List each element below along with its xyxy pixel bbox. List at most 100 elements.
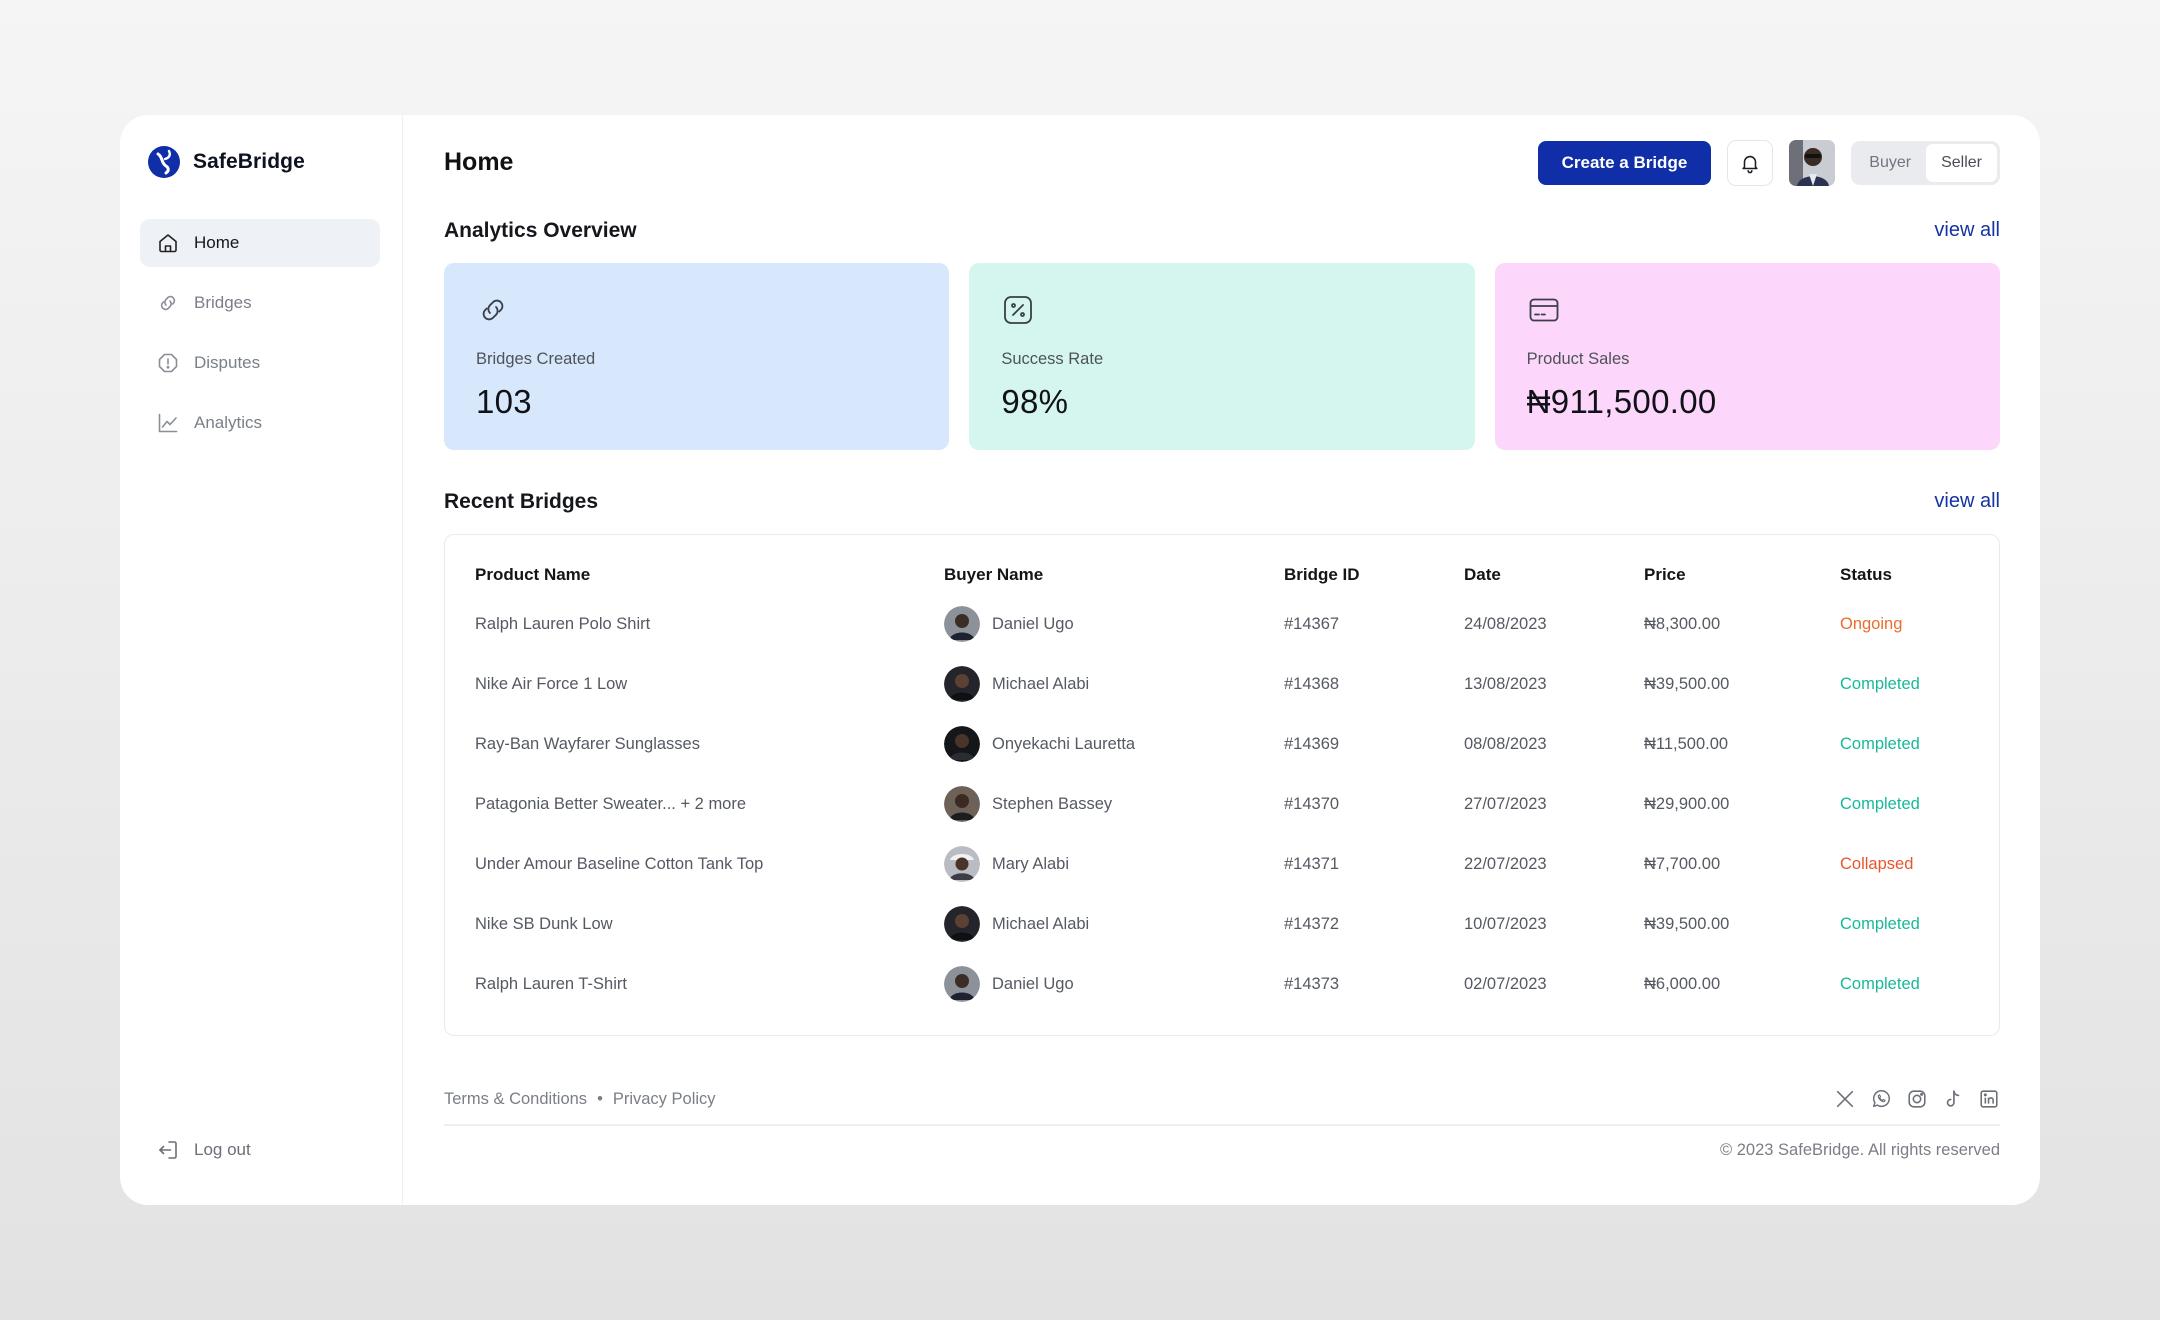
column-header: Date	[1464, 565, 1501, 584]
table-row[interactable]: Under Amour Baseline Cotton Tank Top Mar…	[475, 834, 1970, 894]
product-name: Nike Air Force 1 Low	[475, 674, 628, 693]
bridge-date: 10/07/2023	[1464, 914, 1547, 933]
bridge-price: ₦8,300.00	[1644, 614, 1721, 633]
footer-divider	[444, 1124, 2000, 1126]
table-row[interactable]: Patagonia Better Sweater... + 2 more Ste…	[475, 774, 1970, 834]
table-row[interactable]: Ralph Lauren T-Shirt Daniel Ugo #14373 0…	[475, 954, 1970, 1014]
buyer-cell: Stephen Bassey	[944, 774, 1284, 834]
sidebar-item-label: Analytics	[194, 413, 263, 432]
page-title: Home	[444, 148, 514, 176]
role-option-seller[interactable]: Seller	[1926, 144, 1997, 182]
footer-links: Terms & Conditions • Privacy Policy	[444, 1090, 716, 1109]
x-icon[interactable]	[1834, 1088, 1856, 1110]
bridge-price: ₦7,700.00	[1644, 854, 1721, 873]
buyer-cell: Onyekachi Lauretta	[944, 714, 1284, 774]
privacy-link[interactable]: Privacy Policy	[612, 1090, 716, 1108]
chart-icon	[158, 413, 178, 433]
buyer-avatar	[944, 726, 980, 762]
safebridge-logo-icon	[148, 146, 180, 178]
copyright-text: © 2023 SafeBridge. All rights reserved	[1720, 1141, 2000, 1159]
bridge-date: 02/07/2023	[1464, 974, 1547, 993]
bridge-date: 24/08/2023	[1464, 614, 1547, 633]
buyer-name: Daniel Ugo	[992, 614, 1074, 633]
bridge-price: ₦11,500.00	[1644, 734, 1729, 753]
stat-card-product-sales[interactable]: Product Sales ₦911,500.00	[1494, 263, 2000, 450]
status-badge: Completed	[1840, 914, 1920, 933]
app-window: SafeBridge Home Bridges	[120, 115, 2040, 1205]
notifications-button[interactable]	[1727, 140, 1774, 186]
role-option-buyer[interactable]: Buyer	[1869, 154, 1912, 171]
table-row[interactable]: Ralph Lauren Polo Shirt Daniel Ugo #1436…	[475, 594, 1970, 654]
sidebar-item-label: Bridges	[194, 293, 252, 312]
sidebar-item-bridges[interactable]: Bridges	[140, 279, 380, 327]
table-row[interactable]: Nike Air Force 1 Low Michael Alabi #1436…	[475, 654, 1970, 714]
bridge-date: 08/08/2023	[1464, 734, 1547, 753]
bridge-id: #14371	[1284, 854, 1340, 873]
bridge-price: ₦6,000.00	[1644, 974, 1721, 993]
buyer-name: Michael Alabi	[992, 914, 1090, 933]
bridge-id: #14373	[1284, 974, 1340, 993]
terms-link[interactable]: Terms & Conditions	[444, 1090, 588, 1108]
bridge-date: 27/07/2023	[1464, 794, 1547, 813]
buyer-avatar	[944, 786, 980, 822]
sidebar-item-home[interactable]: Home	[140, 219, 380, 267]
sidebar-item-analytics[interactable]: Analytics	[140, 399, 380, 447]
status-badge: Collapsed	[1840, 854, 1914, 873]
column-header: Status	[1840, 565, 1892, 584]
recent-bridges-view-all-link[interactable]: view all	[1934, 490, 2000, 512]
bell-icon	[1742, 155, 1758, 174]
buyer-name: Daniel Ugo	[992, 974, 1074, 993]
profile-avatar[interactable]	[1789, 140, 1836, 186]
buyer-name: Onyekachi Lauretta	[992, 734, 1136, 753]
sidebar-item-disputes[interactable]: Disputes	[140, 339, 380, 387]
credit-card-icon	[1529, 298, 1559, 322]
bridge-date: 22/07/2023	[1464, 854, 1547, 873]
bridge-id: #14372	[1284, 914, 1340, 933]
buyer-cell: Michael Alabi	[944, 654, 1284, 714]
status-badge: Completed	[1840, 734, 1920, 753]
create-bridge-button[interactable]: Create a Bridge	[1537, 141, 1712, 185]
analytics-view-all-link[interactable]: view all	[1934, 219, 2000, 241]
bridge-price: ₦39,500.00	[1644, 674, 1730, 693]
stat-value: 103	[476, 383, 532, 420]
stat-label: Product Sales	[1526, 350, 1630, 368]
bridge-price: ₦39,500.00	[1644, 914, 1730, 933]
product-name: Ralph Lauren Polo Shirt	[475, 614, 651, 633]
linkedin-icon[interactable]	[1978, 1088, 2000, 1110]
column-header: Price	[1644, 565, 1686, 584]
instagram-icon[interactable]	[1906, 1088, 1928, 1110]
buyer-avatar	[944, 966, 980, 1002]
status-badge: Ongoing	[1840, 614, 1903, 633]
brand-name: SafeBridge	[193, 150, 305, 173]
product-name: Under Amour Baseline Cotton Tank Top	[475, 854, 764, 873]
link-icon	[482, 299, 504, 321]
buyer-cell: Mary Alabi	[944, 834, 1284, 894]
table-row[interactable]: Ray-Ban Wayfarer Sunglasses Onyekachi La…	[475, 714, 1970, 774]
whatsapp-icon[interactable]	[1870, 1088, 1892, 1110]
table-row[interactable]: Nike SB Dunk Low Michael Alabi #14372 10…	[475, 894, 1970, 954]
sidebar-item-label: Disputes	[194, 353, 261, 372]
buyer-cell: Daniel Ugo	[944, 954, 1284, 1014]
column-header: Product Name	[475, 565, 591, 584]
stat-card-success-rate[interactable]: Success Rate 98%	[969, 263, 1475, 450]
logout-label: Log out	[194, 1140, 251, 1159]
stat-value: 98%	[1001, 383, 1069, 420]
buyer-name: Mary Alabi	[992, 854, 1070, 873]
stat-card-bridges-created[interactable]: Bridges Created 103	[444, 263, 950, 450]
column-header: Bridge ID	[1284, 565, 1360, 584]
role-toggle[interactable]: Buyer Seller	[1851, 141, 2000, 185]
recent-bridges-table: Product Name Buyer Name Bridge ID Date P…	[444, 534, 2000, 1036]
sidebar-item-label: Home	[194, 233, 240, 252]
logout-button[interactable]: Log out	[156, 1138, 251, 1162]
bridge-id: #14367	[1284, 614, 1340, 633]
stat-value: ₦911,500.00	[1526, 383, 1717, 420]
status-badge: Completed	[1840, 674, 1920, 693]
link-icon	[160, 295, 176, 311]
brand[interactable]: SafeBridge	[147, 145, 305, 179]
status-badge: Completed	[1840, 794, 1920, 813]
profile-photo	[1789, 140, 1836, 186]
sidebar-nav: Home Bridges Disputes	[140, 219, 380, 459]
bridge-price: ₦29,900.00	[1644, 794, 1730, 813]
tiktok-icon[interactable]	[1942, 1088, 1964, 1110]
buyer-avatar	[944, 846, 980, 882]
